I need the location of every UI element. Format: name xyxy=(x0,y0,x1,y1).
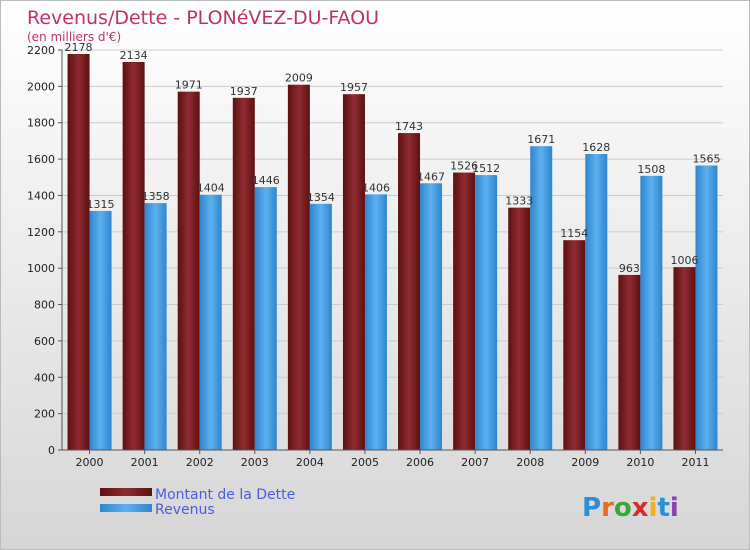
legend-label-debt: Montant de la Dette xyxy=(155,487,295,503)
y-tick-label: 1400 xyxy=(27,189,55,202)
x-tick-label-2007: 2007 xyxy=(461,456,489,469)
data-label-debt-2002: 1971 xyxy=(175,79,203,92)
bar-debt-2007 xyxy=(453,172,476,450)
y-tick-label: 1600 xyxy=(27,153,55,166)
logo-letter: t xyxy=(657,493,669,523)
chart-subtitle: (en milliers d'€) xyxy=(27,30,121,44)
data-label-revenus-2009: 1628 xyxy=(582,141,610,154)
y-tick-label: 600 xyxy=(34,335,55,348)
data-label-revenus-2003: 1446 xyxy=(252,174,280,187)
x-tick-label-2005: 2005 xyxy=(351,456,379,469)
data-label-debt-2006: 1743 xyxy=(395,120,423,133)
x-tick-label-2006: 2006 xyxy=(406,456,434,469)
bar-revenus-2010 xyxy=(640,175,663,450)
x-tick-label-2001: 2001 xyxy=(131,456,159,469)
bar-revenus-2008 xyxy=(530,146,553,450)
bar-debt-2000 xyxy=(67,54,90,450)
bar-revenus-2004 xyxy=(309,203,332,450)
y-tick-label: 2200 xyxy=(27,44,55,57)
data-label-debt-2003: 1937 xyxy=(230,85,258,98)
data-label-debt-2000: 2178 xyxy=(65,41,93,54)
legend-swatch-debt xyxy=(100,488,152,496)
logo-letter: P xyxy=(582,493,601,523)
bar-revenus-2001 xyxy=(144,203,167,450)
y-tick-label: 0 xyxy=(48,444,55,457)
x-tick-label-2010: 2010 xyxy=(626,456,654,469)
data-label-revenus-2007: 1512 xyxy=(472,162,500,175)
logo-letter: i xyxy=(670,493,679,523)
bars-layer xyxy=(67,54,718,451)
x-tick-label-2002: 2002 xyxy=(186,456,214,469)
bar-revenus-2007 xyxy=(475,175,498,450)
legend-label-revenus: Revenus xyxy=(155,502,215,518)
y-tick-label: 400 xyxy=(34,371,55,384)
bar-debt-2006 xyxy=(398,133,421,450)
data-label-debt-2011: 1006 xyxy=(670,254,698,267)
legend-swatch-revenus xyxy=(100,504,152,512)
data-label-revenus-2005: 1406 xyxy=(362,181,390,194)
x-tick-label-2000: 2000 xyxy=(76,456,104,469)
bar-debt-2010 xyxy=(618,274,641,450)
data-labels-layer: 2178 1315 2134 1358 1971 1404 1937 1446 2009 1354… xyxy=(65,41,721,275)
x-tick-label-2003: 2003 xyxy=(241,456,269,469)
y-tick-label: 1000 xyxy=(27,262,55,275)
y-tick-label: 800 xyxy=(34,299,55,312)
y-tick-label: 200 xyxy=(34,408,55,421)
logo-text: Proxiti xyxy=(582,493,679,523)
data-label-revenus-2002: 1404 xyxy=(197,182,225,195)
data-label-revenus-2006: 1467 xyxy=(417,170,445,183)
data-label-debt-2010: 963 xyxy=(619,262,640,275)
logo-letter: r xyxy=(601,493,614,523)
logo-letter: i xyxy=(649,493,658,523)
data-label-revenus-2011: 1565 xyxy=(692,152,720,165)
bar-debt-2001 xyxy=(122,62,145,450)
data-label-debt-2004: 2009 xyxy=(285,72,313,85)
bar-revenus-2011 xyxy=(695,165,718,451)
grid-layer xyxy=(62,49,723,451)
y-tick-label: 1800 xyxy=(27,117,55,130)
data-label-revenus-2010: 1508 xyxy=(637,163,665,176)
bar-revenus-2000 xyxy=(89,210,112,450)
chart-title: Revenus/Dette - PLONéVEZ-DU-FAOU xyxy=(27,7,379,29)
bar-revenus-2005 xyxy=(364,194,387,450)
bar-debt-2008 xyxy=(508,207,531,450)
legend: Montant de la Dette Revenus xyxy=(100,487,295,518)
axis-layer: 0 200 400 600 800 1000 1200 1400 1600 1800 2000 220… xyxy=(27,44,723,469)
bar-debt-2004 xyxy=(287,84,310,451)
data-label-debt-2008: 1333 xyxy=(505,195,533,208)
logo-letter: x xyxy=(632,493,649,523)
x-tick-label-2008: 2008 xyxy=(516,456,544,469)
data-label-revenus-2004: 1354 xyxy=(307,191,335,204)
bar-debt-2003 xyxy=(232,97,255,451)
data-label-revenus-2001: 1358 xyxy=(142,190,170,203)
bar-debt-2011 xyxy=(673,267,696,450)
x-tick-label-2009: 2009 xyxy=(571,456,599,469)
bar-debt-2005 xyxy=(342,94,365,450)
data-label-debt-2007: 1526 xyxy=(450,160,478,173)
bar-revenus-2006 xyxy=(420,183,443,451)
y-tick-label: 2000 xyxy=(27,80,55,93)
data-label-debt-2001: 2134 xyxy=(120,49,148,62)
data-label-debt-2009: 1154 xyxy=(560,227,588,240)
y-tick-label: 1200 xyxy=(27,226,55,239)
data-label-revenus-2008: 1671 xyxy=(527,133,555,146)
logo-letter: o xyxy=(614,493,632,523)
bar-revenus-2009 xyxy=(585,154,608,450)
bar-revenus-2003 xyxy=(254,187,277,450)
bar-debt-2002 xyxy=(177,91,200,451)
bar-revenus-2002 xyxy=(199,194,222,450)
data-label-debt-2005: 1957 xyxy=(340,81,368,94)
x-tick-label-2011: 2011 xyxy=(681,456,709,469)
x-tick-label-2004: 2004 xyxy=(296,456,324,469)
data-label-revenus-2000: 1315 xyxy=(87,198,115,211)
proxiti-logo: Proxiti xyxy=(582,493,679,523)
bar-debt-2009 xyxy=(563,240,586,450)
